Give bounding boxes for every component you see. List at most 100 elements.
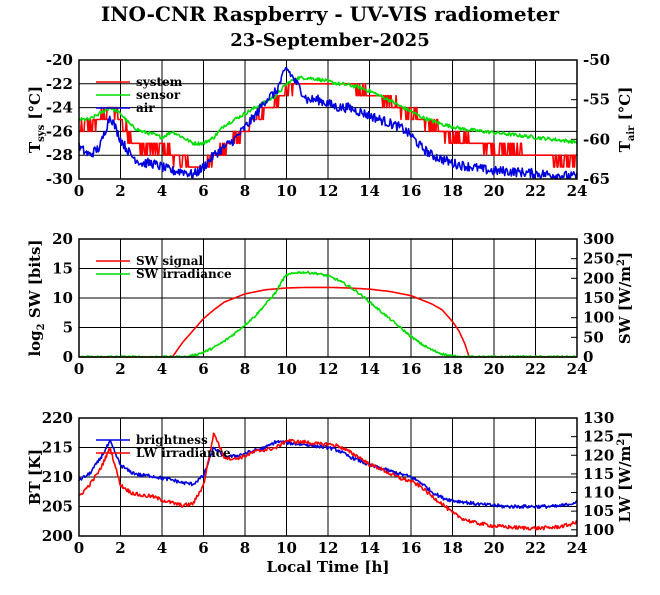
y-tick-label: -20 [46, 51, 73, 69]
y-tick-label: 200 [42, 527, 73, 545]
legend-label: sensor [136, 88, 181, 102]
y2-tick-label: -50 [583, 51, 610, 69]
y2-tick-label: 115 [583, 465, 614, 483]
x-tick-label: 0 [74, 539, 84, 557]
y2-tick-label: 110 [583, 484, 614, 502]
x-tick-label: 4 [157, 182, 167, 200]
chart-title: INO-CNR Raspberry - UV-VIS radiometer [101, 2, 560, 26]
plot-frame [78, 238, 578, 358]
y-label-sub: sys [36, 124, 47, 141]
y2-label-unit: [°C] [616, 87, 634, 126]
x-tick-label: 14 [359, 182, 380, 200]
x-tick-label: 8 [240, 539, 250, 557]
x-tick-label: 4 [157, 360, 167, 378]
y2-tick-label: 120 [583, 446, 614, 464]
x-tick-label: 22 [525, 182, 546, 200]
legend-label: system [136, 75, 183, 89]
series-line-sensor [78, 75, 578, 146]
y2-tick-label: 200 [583, 269, 614, 287]
x-tick-label: 20 [484, 539, 505, 557]
x-tick-label: 14 [359, 539, 380, 557]
x-tick-label: 10 [276, 539, 297, 557]
x-tick-label: 6 [198, 360, 208, 378]
y-label-main: log [26, 330, 44, 357]
x-tick-label: 12 [318, 182, 339, 200]
legend-label: LW irradiance [136, 446, 231, 460]
y-tick-label: 0 [63, 348, 73, 366]
x-tick-label: 10 [276, 182, 297, 200]
legend-label: SW irradiance [136, 267, 232, 281]
x-tick-label: 4 [157, 539, 167, 557]
y-tick-label: -30 [46, 170, 73, 188]
x-tick-label: 18 [442, 539, 463, 557]
y2-tick-label: 250 [583, 250, 614, 268]
x-tick-label: 20 [484, 360, 505, 378]
y-label-main: T [26, 141, 44, 153]
y-tick-label: 205 [42, 498, 73, 516]
y2-tick-label: 100 [583, 309, 614, 327]
y-tick-label: -22 [46, 75, 73, 93]
y2-label-unit: ] [616, 252, 634, 259]
temperature-panel: 0 2 4 6 8 10 12 14 16 18 20 22 24-30-28-26-24-22-20-… [26, 51, 637, 200]
plot-frame [78, 417, 578, 537]
y2-tick-label: -60 [583, 130, 610, 148]
y2-tick-label: 300 [583, 230, 614, 248]
y2-tick-label: 105 [583, 502, 614, 520]
x-tick-label: 12 [318, 360, 339, 378]
y-label-unit: SW [bits] [26, 239, 44, 323]
y-tick-label: 20 [52, 230, 73, 248]
y-axis-label: Tsys [°C] [26, 86, 47, 153]
x-tick-label: 10 [276, 360, 297, 378]
series-line-lw-irradiance [78, 432, 578, 531]
y2-label-sub: air [626, 125, 637, 141]
y-tick-label: 220 [42, 409, 73, 427]
y-tick-label: -24 [46, 99, 73, 117]
y2-label-main: T [616, 140, 634, 152]
x-tick-label: 20 [484, 182, 505, 200]
x-axis-label: Local Time [h] [267, 558, 390, 576]
y2-tick-label: -65 [583, 170, 610, 188]
x-tick-label: 2 [115, 539, 125, 557]
y2-tick-label: 125 [583, 428, 614, 446]
x-tick-label: 8 [240, 360, 250, 378]
y-label-unit: [°C] [26, 86, 44, 125]
y2-tick-label: 50 [583, 328, 604, 346]
plot-frame [78, 59, 578, 180]
y-axis-label: BT [K] [26, 449, 44, 505]
y2-tick-label: -55 [583, 91, 610, 109]
x-tick-label: 2 [115, 182, 125, 200]
x-tick-label: 2 [115, 360, 125, 378]
y-axis-label: log2 SW [bits] [26, 239, 47, 356]
y-tick-label: -26 [46, 122, 73, 140]
y-tick-label: 5 [63, 319, 73, 337]
x-tick-label: 24 [567, 182, 588, 200]
x-tick-label: 8 [240, 182, 250, 200]
series-line-air [78, 66, 578, 180]
x-tick-label: 18 [442, 360, 463, 378]
y2-label-sup: 2 [616, 259, 627, 266]
legend-label: air [136, 101, 155, 115]
y2-tick-label: 100 [583, 521, 614, 539]
x-tick-label: 24 [567, 360, 588, 378]
x-tick-label: 6 [198, 539, 208, 557]
y2-tick-label: 150 [583, 289, 614, 307]
brightness-panel: 0 2 4 6 8 10 12 14 16 18 20 22 242002052102152201001… [26, 409, 634, 557]
y2-tick-label: 130 [583, 409, 614, 427]
x-tick-label: 22 [525, 360, 546, 378]
x-tick-label: 24 [567, 539, 588, 557]
legend-label: brightness [136, 433, 208, 447]
y2-axis-label: SW [W/m2] [616, 252, 634, 344]
x-tick-label: 12 [318, 539, 339, 557]
y2-label-main: SW [W/m [616, 266, 634, 344]
x-tick-label: 16 [401, 539, 422, 557]
x-tick-label: 6 [198, 182, 208, 200]
y-tick-label: 15 [52, 260, 73, 278]
y-tick-label: 10 [52, 289, 73, 307]
y2-tick-label: 0 [583, 348, 593, 366]
x-tick-label: 0 [74, 182, 84, 200]
x-tick-label: 0 [74, 360, 84, 378]
y-label-main: BT [K] [26, 449, 44, 505]
x-tick-label: 22 [525, 539, 546, 557]
y-label-sub: 2 [36, 323, 47, 330]
